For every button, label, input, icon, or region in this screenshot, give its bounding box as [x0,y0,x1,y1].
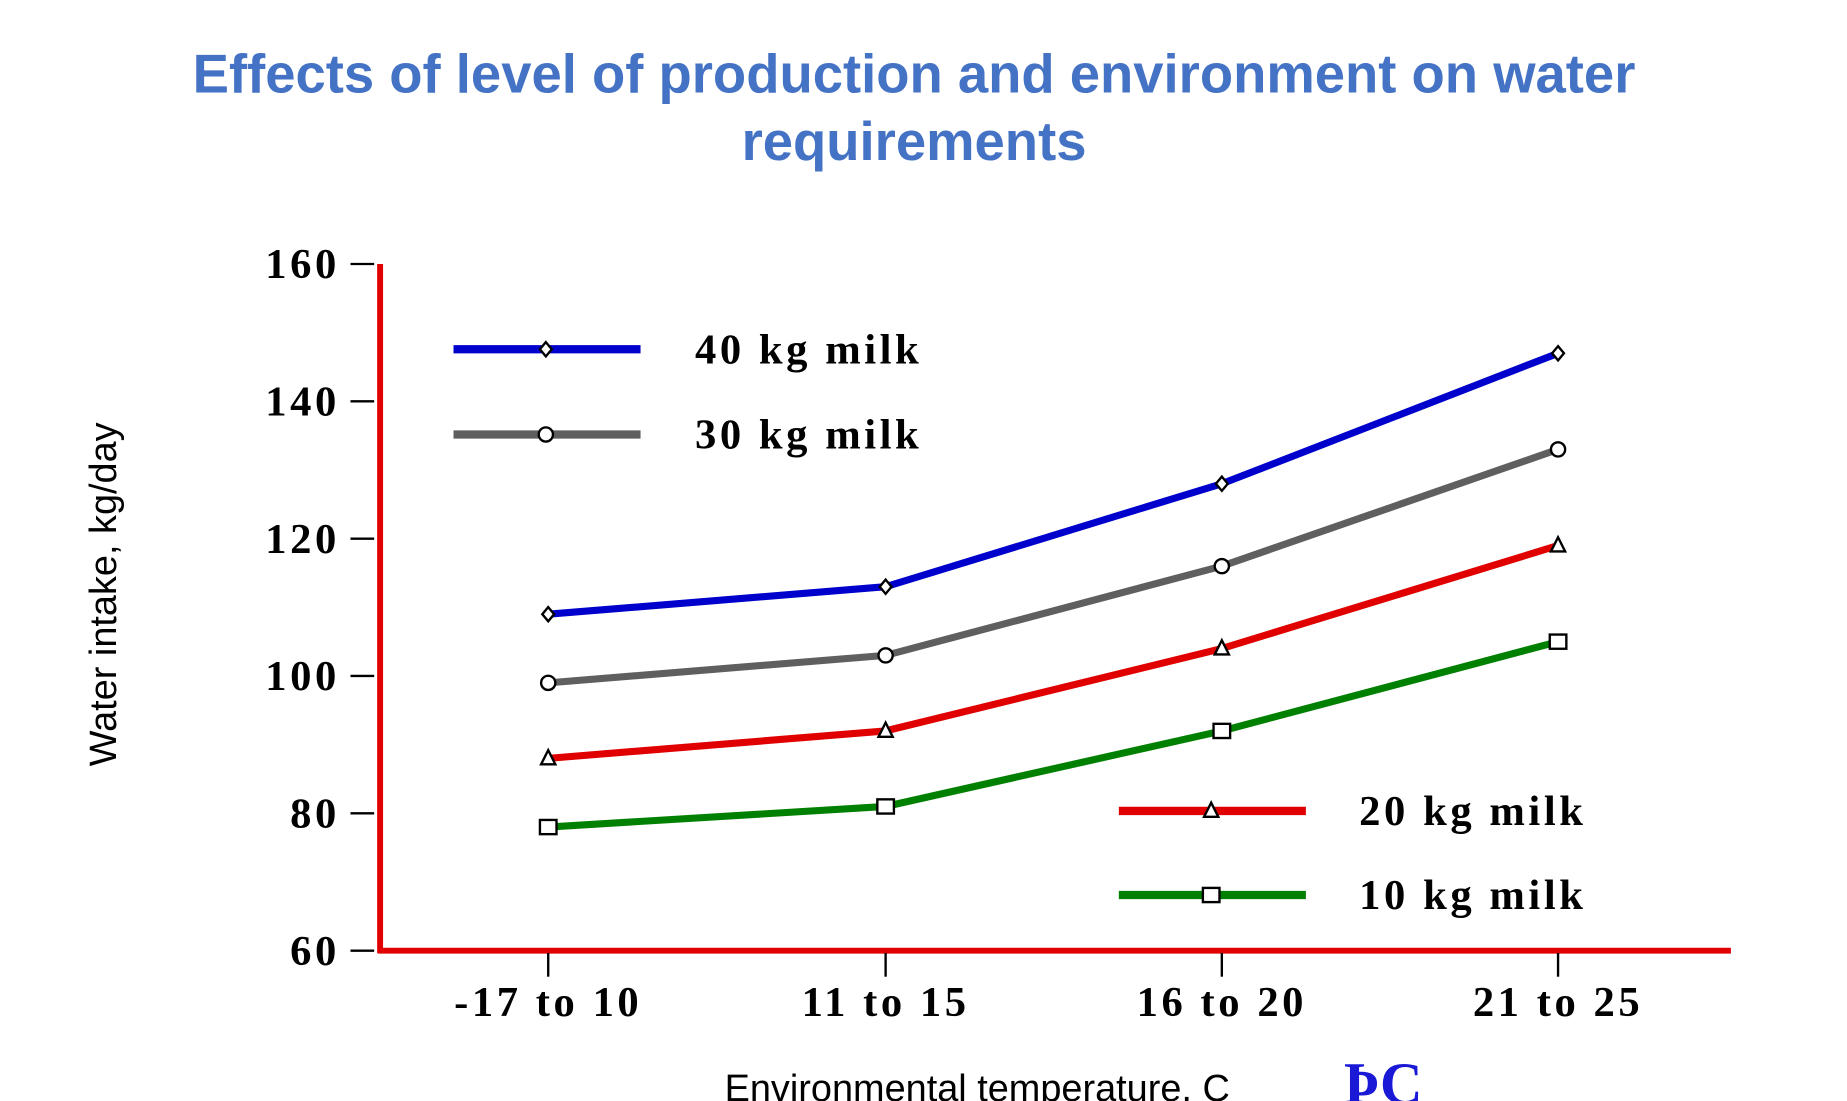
data-point-square [538,818,558,836]
data-point-triangle [539,747,558,766]
y-tick-label: 60 [290,928,340,975]
data-point-square [876,798,896,815]
x-tick-label: -17 to 10 [454,979,642,1026]
legend-marker-square [1201,886,1221,904]
legend-label: 20 kg milk [1359,788,1586,835]
data-point-triangle [876,719,895,739]
series-line-circle [547,446,1560,687]
data-point-circle [1213,557,1231,575]
x-tick-label: 16 to 20 [1137,979,1307,1026]
y-tick-label: 140 [265,379,340,426]
y-tick-label: 100 [265,653,340,700]
data-point-triangle [1212,637,1231,656]
data-point-square [1212,722,1232,740]
legend-marker-triangle [1202,800,1221,819]
x-axis-unit-glyph: ÞC [1344,1050,1423,1101]
y-tick-label: 160 [265,241,340,288]
data-point-circle [539,674,557,692]
legend-marker-circle [537,426,555,443]
x-tick-label: 21 to 25 [1473,979,1643,1026]
data-point-circle [877,647,894,664]
series-line-diamond [547,349,1560,618]
y-tick-label: 80 [290,791,340,838]
data-point-diamond [540,605,556,624]
series-line-triangle [547,542,1560,762]
y-axis-label: Water intake, kg/day [83,422,125,766]
y-tick-label: 120 [265,516,340,563]
legend-marker-diamond [538,340,554,359]
x-tick-label: 11 to 15 [802,979,970,1026]
data-point-diamond [878,577,894,596]
legend-label: 30 kg milk [695,412,922,459]
data-point-diamond [1214,474,1230,493]
series-line-square [547,638,1559,831]
data-point-circle [1549,441,1567,458]
data-point-triangle [1549,534,1568,553]
chart-title-line-1: Effects of level of production and envir… [193,43,1636,104]
legend-label: 40 kg milk [695,326,922,373]
x-axis-label: Environmental temperature, C [725,1068,1230,1101]
chart-title-line-2: requirements [742,111,1087,172]
data-point-diamond [1550,344,1566,363]
legend-label: 10 kg milk [1359,872,1586,919]
data-point-square [1548,633,1568,650]
